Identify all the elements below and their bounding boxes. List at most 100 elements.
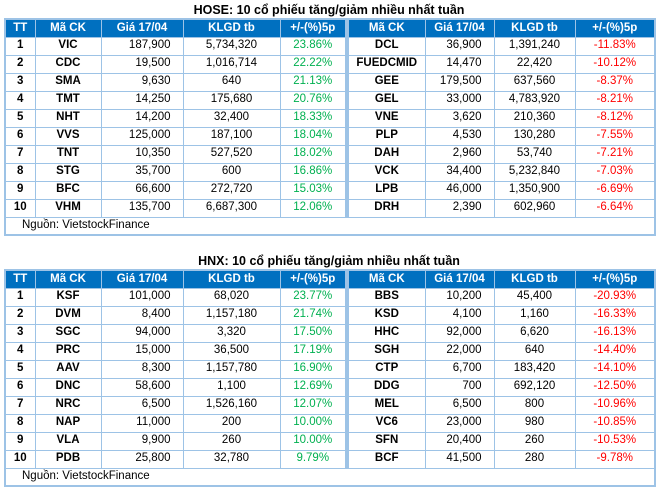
cell-gainer-volume: 3,320 bbox=[182, 323, 281, 343]
cell-loser-code: BCF bbox=[346, 449, 426, 469]
column-header-loser-volume: KLGD tb bbox=[493, 18, 576, 38]
cell-tt: 4 bbox=[4, 341, 36, 361]
cell-loser-price: 4,530 bbox=[424, 126, 495, 146]
cell-loser-change: -10.12% bbox=[574, 54, 656, 74]
cell-tt: 6 bbox=[4, 126, 36, 146]
cell-loser-change: -8.37% bbox=[574, 72, 656, 92]
cell-gainer-price: 8,400 bbox=[100, 305, 184, 325]
cell-loser-code: LPB bbox=[346, 180, 426, 200]
cell-gainer-price: 10,350 bbox=[100, 144, 184, 164]
cell-gainer-price: 9,630 bbox=[100, 72, 184, 92]
hose-board: HOSE: 10 cổ phiếu tăng/giảm nhiều nhất t… bbox=[4, 3, 656, 236]
cell-loser-price: 34,400 bbox=[424, 162, 495, 182]
cell-gainer-volume: 600 bbox=[182, 162, 281, 182]
hnx-table-body: 1 KSF 101,000 68,020 23.77% BBS 10,200 45,400 -2… bbox=[4, 287, 656, 469]
table-row: 3 SGC 94,000 3,320 17.50% HHC 92,000 6,620 -16.1… bbox=[4, 323, 656, 343]
cell-loser-change: -12.50% bbox=[574, 377, 656, 397]
cell-gainer-price: 25,800 bbox=[100, 449, 184, 469]
cell-loser-volume: 130,280 bbox=[493, 126, 576, 146]
cell-loser-change: -14.10% bbox=[574, 359, 656, 379]
cell-gainer-code: NHT bbox=[34, 108, 102, 128]
cell-gainer-price: 8,300 bbox=[100, 359, 184, 379]
cell-gainer-change: 18.02% bbox=[279, 144, 349, 164]
cell-loser-change: -7.55% bbox=[574, 126, 656, 146]
cell-gainer-price: 101,000 bbox=[100, 287, 184, 307]
cell-loser-price: 20,400 bbox=[424, 431, 495, 451]
table-row: 4 PRC 15,000 36,500 17.19% SGH 22,000 640 -14.40… bbox=[4, 341, 656, 361]
cell-tt: 8 bbox=[4, 162, 36, 182]
column-header-gainer-volume: KLGD tb bbox=[182, 269, 281, 289]
cell-gainer-volume: 1,526,160 bbox=[182, 395, 281, 415]
cell-loser-code: KSD bbox=[346, 305, 426, 325]
cell-loser-change: -20.93% bbox=[574, 287, 656, 307]
cell-loser-code: BBS bbox=[346, 287, 426, 307]
table-row: 2 CDC 19,500 1,016,714 22.22% FUEDCMID 14,470 2… bbox=[4, 54, 656, 74]
cell-loser-price: 14,470 bbox=[424, 54, 495, 74]
cell-loser-code: VC6 bbox=[346, 413, 426, 433]
cell-gainer-change: 15.03% bbox=[279, 180, 349, 200]
cell-gainer-code: STG bbox=[34, 162, 102, 182]
cell-gainer-change: 12.06% bbox=[279, 198, 349, 218]
cell-gainer-volume: 640 bbox=[182, 72, 281, 92]
cell-gainer-price: 9,900 bbox=[100, 431, 184, 451]
cell-gainer-code: DNC bbox=[34, 377, 102, 397]
source-note: Nguồn: VietstockFinance bbox=[4, 467, 656, 487]
cell-gainer-volume: 32,400 bbox=[182, 108, 281, 128]
cell-loser-code: GEL bbox=[346, 90, 426, 110]
hnx-title: HNX: 10 cổ phiếu tăng/giảm nhiều nhất tu… bbox=[198, 254, 460, 268]
cell-loser-price: 179,500 bbox=[424, 72, 495, 92]
cell-tt: 9 bbox=[4, 431, 36, 451]
cell-loser-change: -6.69% bbox=[574, 180, 656, 200]
cell-gainer-volume: 68,020 bbox=[182, 287, 281, 307]
cell-loser-code: SGH bbox=[346, 341, 426, 361]
column-header-gainer-volume: KLGD tb bbox=[182, 18, 281, 38]
cell-gainer-price: 35,700 bbox=[100, 162, 184, 182]
cell-tt: 6 bbox=[4, 377, 36, 397]
cell-gainer-code: SGC bbox=[34, 323, 102, 343]
cell-gainer-change: 20.76% bbox=[279, 90, 349, 110]
cell-loser-price: 46,000 bbox=[424, 180, 495, 200]
cell-loser-code: VCK bbox=[346, 162, 426, 182]
cell-gainer-change: 16.90% bbox=[279, 359, 349, 379]
source-note: Nguồn: VietstockFinance bbox=[4, 216, 656, 236]
cell-gainer-price: 58,600 bbox=[100, 377, 184, 397]
cell-gainer-price: 187,900 bbox=[100, 36, 184, 56]
cell-loser-change: -16.13% bbox=[574, 323, 656, 343]
cell-loser-code: FUEDCMID bbox=[346, 54, 426, 74]
cell-gainer-code: TNT bbox=[34, 144, 102, 164]
table-row: 1 KSF 101,000 68,020 23.77% BBS 10,200 45,400 -2… bbox=[4, 287, 656, 307]
cell-gainer-volume: 175,680 bbox=[182, 90, 281, 110]
cell-gainer-price: 66,600 bbox=[100, 180, 184, 200]
cell-loser-code: HHC bbox=[346, 323, 426, 343]
hnx-table: TT Mã CK Giá 17/04 KLGD tb +/-(%)5p Mã CK Giá … bbox=[4, 269, 656, 487]
cell-loser-price: 2,960 bbox=[424, 144, 495, 164]
cell-gainer-code: KSF bbox=[34, 287, 102, 307]
cell-gainer-volume: 5,734,320 bbox=[182, 36, 281, 56]
cell-gainer-change: 23.77% bbox=[279, 287, 349, 307]
table-row: 9 BFC 66,600 272,720 15.03% LPB 46,000 1,350,90… bbox=[4, 180, 656, 200]
cell-gainer-code: SMA bbox=[34, 72, 102, 92]
cell-tt: 7 bbox=[4, 144, 36, 164]
table-row: 10 PDB 25,800 32,780 9.79% BCF 41,500 280 -9.78% bbox=[4, 449, 656, 469]
table-row: 5 AAV 8,300 1,157,780 16.90% CTP 6,700 183,420-… bbox=[4, 359, 656, 379]
column-header-gainer-code: Mã CK bbox=[34, 269, 102, 289]
cell-tt: 3 bbox=[4, 72, 36, 92]
cell-gainer-code: NAP bbox=[34, 413, 102, 433]
cell-gainer-price: 11,000 bbox=[100, 413, 184, 433]
hose-table-header: TT Mã CK Giá 17/04 KLGD tb +/-(%)5p Mã CK Giá … bbox=[4, 18, 656, 38]
cell-loser-code: DDG bbox=[346, 377, 426, 397]
cell-loser-change: -14.40% bbox=[574, 341, 656, 361]
table-row: 6 VVS 125,000 187,100 18.04% PLP 4,530 130,280-… bbox=[4, 126, 656, 146]
cell-tt: 2 bbox=[4, 305, 36, 325]
cell-loser-change: -10.85% bbox=[574, 413, 656, 433]
cell-loser-volume: 22,420 bbox=[493, 54, 576, 74]
cell-gainer-volume: 187,100 bbox=[182, 126, 281, 146]
column-header-loser-volume: KLGD tb bbox=[493, 269, 576, 289]
cell-loser-price: 23,000 bbox=[424, 413, 495, 433]
table-row: 1 VIC 187,900 5,734,320 23.86% DCL 36,900 1,391… bbox=[4, 36, 656, 56]
cell-gainer-volume: 200 bbox=[182, 413, 281, 433]
column-header-loser-price: Giá 17/04 bbox=[424, 269, 495, 289]
cell-tt: 1 bbox=[4, 36, 36, 56]
table-row: 7 TNT 10,350 527,520 18.02% DAH 2,960 53,740 -7.… bbox=[4, 144, 656, 164]
